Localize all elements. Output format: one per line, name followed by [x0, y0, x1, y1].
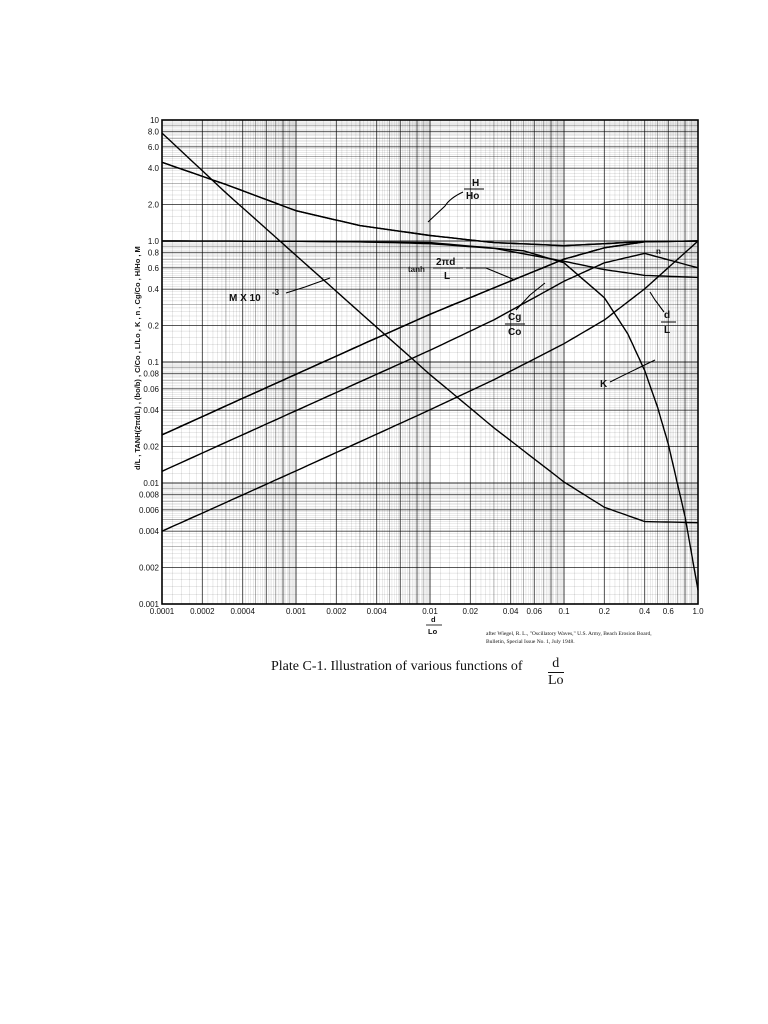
y-tick-label: 0.008: [139, 491, 160, 500]
credit-line-2: Bulletin, Special Issue No. 1, July 1948…: [486, 639, 575, 645]
label-h-ho: H Ho: [427, 178, 484, 223]
caption-fraction: d Lo: [548, 656, 564, 689]
caption-fraction-numerator: d: [548, 656, 564, 673]
x-tick-label: 0.06: [526, 607, 542, 616]
label-n: n: [656, 247, 661, 256]
y-tick-label: 4.0: [148, 164, 160, 173]
y-axis-label: d/L , TANH(2πd/L) , (bo/b) , C/Co , L/Lo…: [133, 246, 142, 470]
svg-text:Co: Co: [508, 327, 521, 338]
x-tick-label: 0.0002: [190, 607, 215, 616]
y-tick-label: 0.01: [143, 479, 159, 488]
y-tick-label: 0.2: [148, 322, 160, 331]
label-d-l: d L: [649, 291, 676, 336]
x-tick-label: 0.002: [326, 607, 347, 616]
caption-fraction-denominator: Lo: [548, 673, 564, 688]
series-line-9: [161, 132, 699, 524]
svg-text:K: K: [600, 379, 608, 390]
x-tick-label: 0.1: [558, 607, 570, 616]
y-tick-label: 0.02: [143, 443, 159, 452]
svg-text:tanh: tanh: [408, 265, 425, 274]
x-tick-labels: 0.0001 0.0002 0.0004 0.001 0.002 0.004 0.01 0.0…: [150, 607, 704, 616]
y-tick-label: 10: [150, 116, 159, 125]
x-tick-label: 0.04: [503, 607, 519, 616]
series-line-3: [161, 240, 699, 436]
svg-text:-3: -3: [272, 288, 280, 297]
y-tick-label: 0.004: [139, 527, 160, 536]
source-credit: after Wiegel, R. L., "Oscillatory Waves,…: [486, 630, 726, 646]
svg-text:d: d: [664, 310, 670, 321]
label-k: K: [600, 359, 656, 390]
x-tick-label: 0.0004: [230, 607, 255, 616]
series-line-8: [162, 240, 699, 591]
series-line-1: [161, 240, 699, 532]
y-tick-label: 0.1: [148, 358, 160, 367]
y-tick-label: 0.4: [148, 285, 160, 294]
svg-text:Lo: Lo: [428, 627, 438, 636]
y-tick-label: 0.08: [143, 370, 159, 379]
x-tick-label: 1.0: [692, 607, 704, 616]
x-tick-label: 0.4: [639, 607, 651, 616]
y-tick-label: 6.0: [148, 143, 160, 152]
credit-line-1: after Wiegel, R. L., "Oscillatory Waves,…: [486, 631, 652, 637]
series-line-4: [161, 252, 699, 472]
x-tick-label: 0.0001: [150, 607, 175, 616]
plot-frame: [161, 119, 699, 605]
y-tick-label: 0.002: [139, 564, 160, 573]
svg-text:n: n: [656, 247, 661, 256]
svg-text:Ho: Ho: [466, 191, 479, 202]
y-tick-label: 0.8: [148, 249, 160, 258]
svg-text:L: L: [664, 325, 670, 336]
x-tick-label: 0.6: [663, 607, 675, 616]
x-tick-label: 0.001: [286, 607, 307, 616]
y-tick-label: 0.001: [139, 600, 160, 609]
y-tick-label: 8.0: [148, 128, 160, 137]
y-tick-labels: 0.001 0.002 0.004 0.006 0.008 0.01 0.02 0.04 0.0…: [139, 116, 160, 609]
label-tanh: tanh 2πd L: [408, 257, 516, 282]
y-tick-label: 0.06: [143, 385, 159, 394]
svg-text:Cg: Cg: [508, 312, 521, 323]
y-tick-label: 2.0: [148, 201, 160, 210]
y-tick-label: 0.04: [143, 406, 159, 415]
series-line-7: [161, 161, 699, 247]
x-tick-label: 0.2: [599, 607, 611, 616]
svg-text:H: H: [472, 178, 479, 189]
x-axis-label: d Lo: [426, 615, 442, 636]
label-cg-co: Cg Co: [505, 282, 546, 338]
svg-text:M X 10: M X 10: [229, 293, 261, 304]
label-m: M X 10 -3: [229, 277, 331, 304]
series-group: [161, 132, 699, 591]
x-tick-label: 0.01: [422, 607, 438, 616]
x-tick-label: 0.004: [367, 607, 388, 616]
x-tick-label: 0.02: [463, 607, 479, 616]
svg-text:L: L: [444, 271, 450, 282]
y-tick-label: 0.6: [148, 264, 160, 273]
svg-text:d: d: [431, 615, 436, 624]
svg-text:2πd: 2πd: [436, 257, 455, 268]
y-tick-label: 0.006: [139, 506, 160, 515]
figure-caption: Plate C-1. Illustration of various funct…: [271, 659, 523, 674]
y-tick-label: 1.0: [148, 237, 160, 246]
